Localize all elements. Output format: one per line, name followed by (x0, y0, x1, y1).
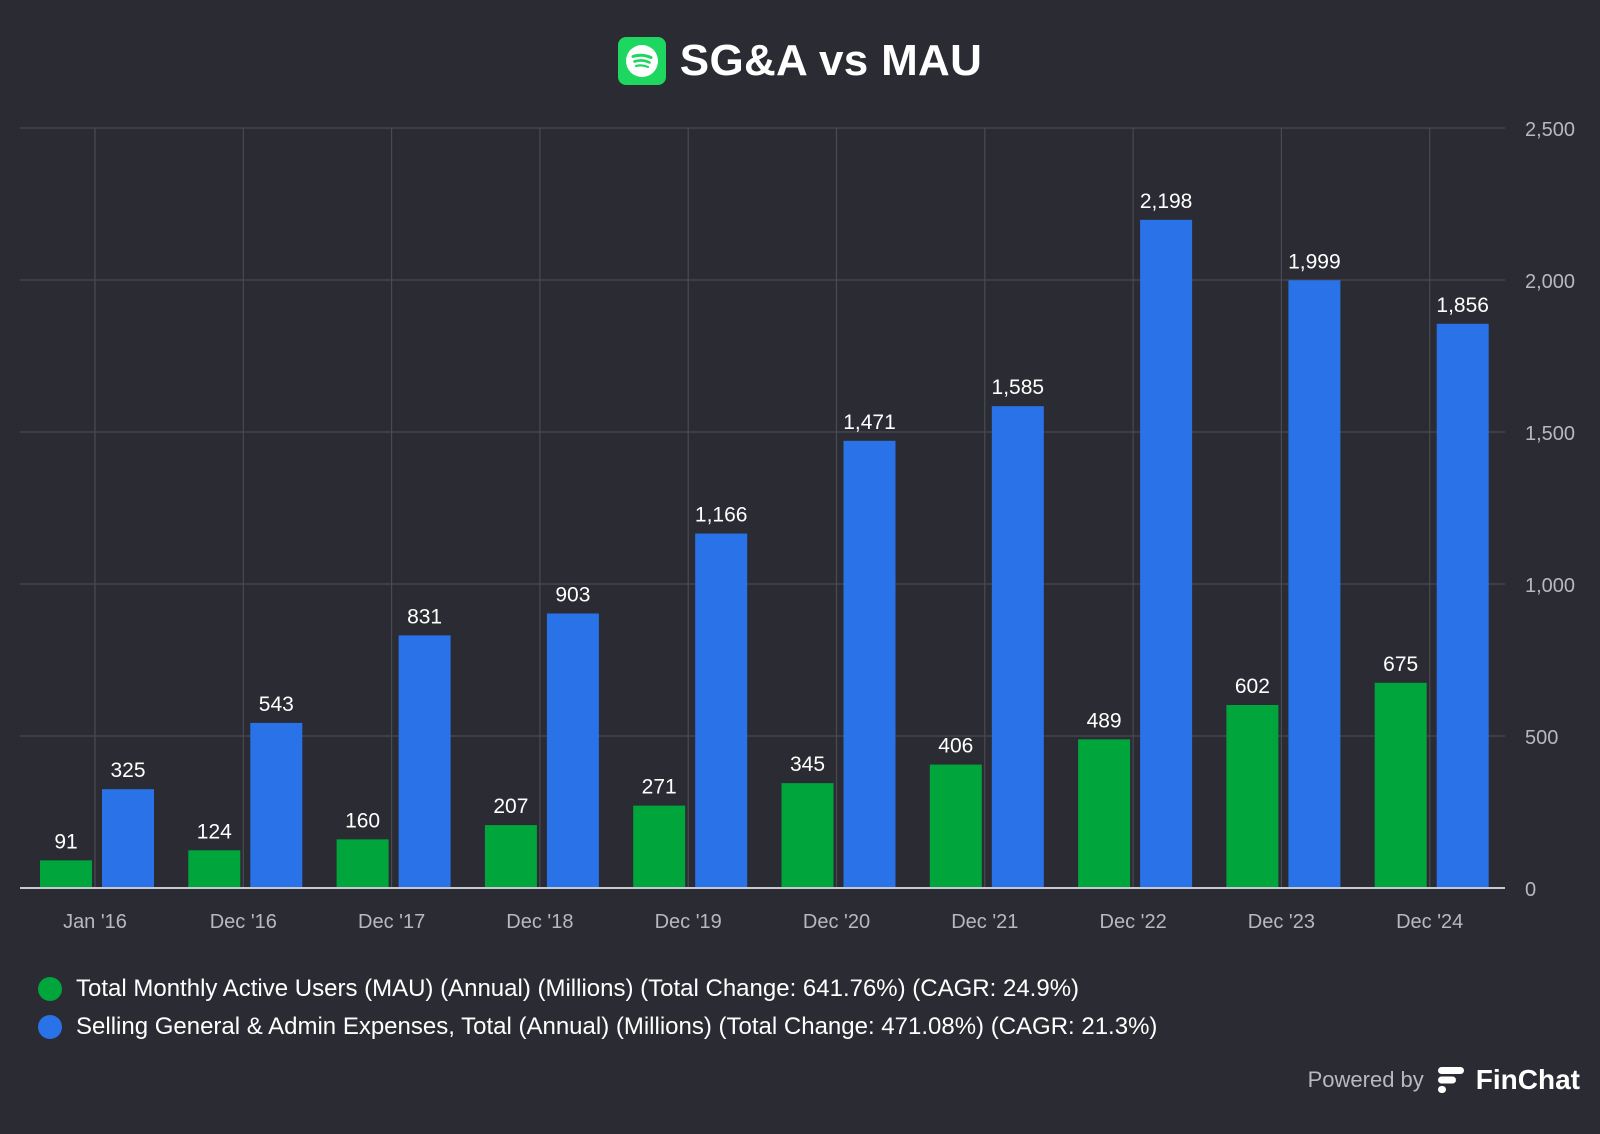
powered-by-label: Powered by (1307, 1067, 1424, 1092)
legend-item-sga[interactable]: Selling General & Admin Expenses, Total … (38, 1008, 1157, 1046)
bar-sga (250, 722, 303, 888)
bar-mau (1374, 682, 1427, 888)
bar-sga (991, 406, 1044, 888)
legend-swatch-mau (38, 977, 62, 1001)
legend-item-mau[interactable]: Total Monthly Active Users (MAU) (Annual… (38, 970, 1157, 1008)
bar-sga (102, 789, 154, 888)
bar-mau (781, 783, 834, 888)
chart-title: SG&A vs MAU (679, 36, 983, 85)
legend-label-mau: Total Monthly Active Users (MAU) (Annual… (76, 975, 1080, 1002)
legend-swatch-sga (38, 1015, 62, 1039)
data-label-sga: 1,999 (1288, 250, 1341, 273)
x-tick-label: Dec '24 (1396, 911, 1463, 933)
y-tick-label: 0 (1525, 879, 1536, 901)
data-label-mau: 160 (345, 809, 380, 832)
data-label-sga: 1,856 (1436, 294, 1489, 317)
bar-sga (1140, 219, 1193, 889)
x-tick-label: Dec '20 (803, 911, 870, 933)
y-tick-label: 1,500 (1525, 423, 1575, 445)
bar-mau (1078, 739, 1131, 888)
data-label-mau: 406 (938, 735, 973, 758)
bar-mau (188, 850, 241, 888)
data-label-mau: 207 (493, 795, 528, 818)
x-tick-label: Dec '19 (655, 911, 722, 933)
data-label-mau: 271 (642, 776, 677, 799)
bar-mau (40, 860, 92, 888)
chart-legend: Total Monthly Active Users (MAU) (Annual… (38, 970, 1157, 1046)
data-label-mau: 91 (54, 830, 77, 853)
x-tick-label: Dec '16 (210, 911, 277, 933)
data-label-sga: 1,585 (992, 376, 1045, 399)
x-tick-label: Dec '18 (506, 911, 573, 933)
data-label-sga: 1,471 (843, 411, 896, 434)
bar-mau (336, 839, 389, 888)
spotify-icon (617, 37, 666, 85)
x-tick-label: Dec '21 (951, 911, 1018, 933)
finchat-brand: FinChat (1475, 1064, 1580, 1095)
chart-header: SG&A vs MAU (0, 36, 1600, 86)
bar-chart: 0 500 1,000 1,500 2,000 2,500 91 325 Jan '16 124 5… (20, 119, 1575, 933)
data-label-mau: 602 (1235, 675, 1270, 698)
x-tick-label: Dec '23 (1248, 911, 1315, 933)
data-label-sga: 1,166 (695, 504, 748, 527)
data-label-mau: 124 (197, 820, 232, 843)
bar-sga (843, 440, 896, 888)
data-label-mau: 675 (1383, 653, 1418, 676)
y-tick-label: 1,000 (1525, 575, 1575, 597)
y-tick-label: 500 (1525, 727, 1558, 749)
x-tick-label: Dec '17 (358, 911, 425, 933)
data-label-mau: 345 (790, 753, 825, 776)
data-label-sga: 903 (555, 583, 590, 606)
footer: Powered by FinChat (1308, 1064, 1580, 1096)
data-label-sga: 831 (407, 605, 442, 628)
data-label-sga: 325 (110, 759, 145, 782)
finchat-logo-icon (1437, 1067, 1464, 1093)
bar-sga (1288, 280, 1341, 889)
bar-mau (1226, 704, 1279, 888)
data-label-mau: 489 (1087, 709, 1122, 732)
bar-mau (633, 805, 686, 888)
bar-mau (929, 764, 982, 888)
data-label-sga: 2,198 (1140, 190, 1193, 213)
bar-sga (695, 533, 748, 888)
data-label-sga: 543 (259, 693, 294, 716)
legend-label-sga: Selling General & Admin Expenses, Total … (76, 1013, 1158, 1040)
x-tick-label: Dec '22 (1100, 911, 1167, 933)
x-tick-label: Jan '16 (63, 911, 127, 933)
bar-sga (546, 613, 599, 888)
bar-mau (484, 825, 537, 888)
y-tick-label: 2,500 (1525, 119, 1575, 141)
y-tick-label: 2,000 (1525, 271, 1575, 293)
bar-sga (1436, 323, 1489, 888)
bar-sga (398, 635, 451, 888)
